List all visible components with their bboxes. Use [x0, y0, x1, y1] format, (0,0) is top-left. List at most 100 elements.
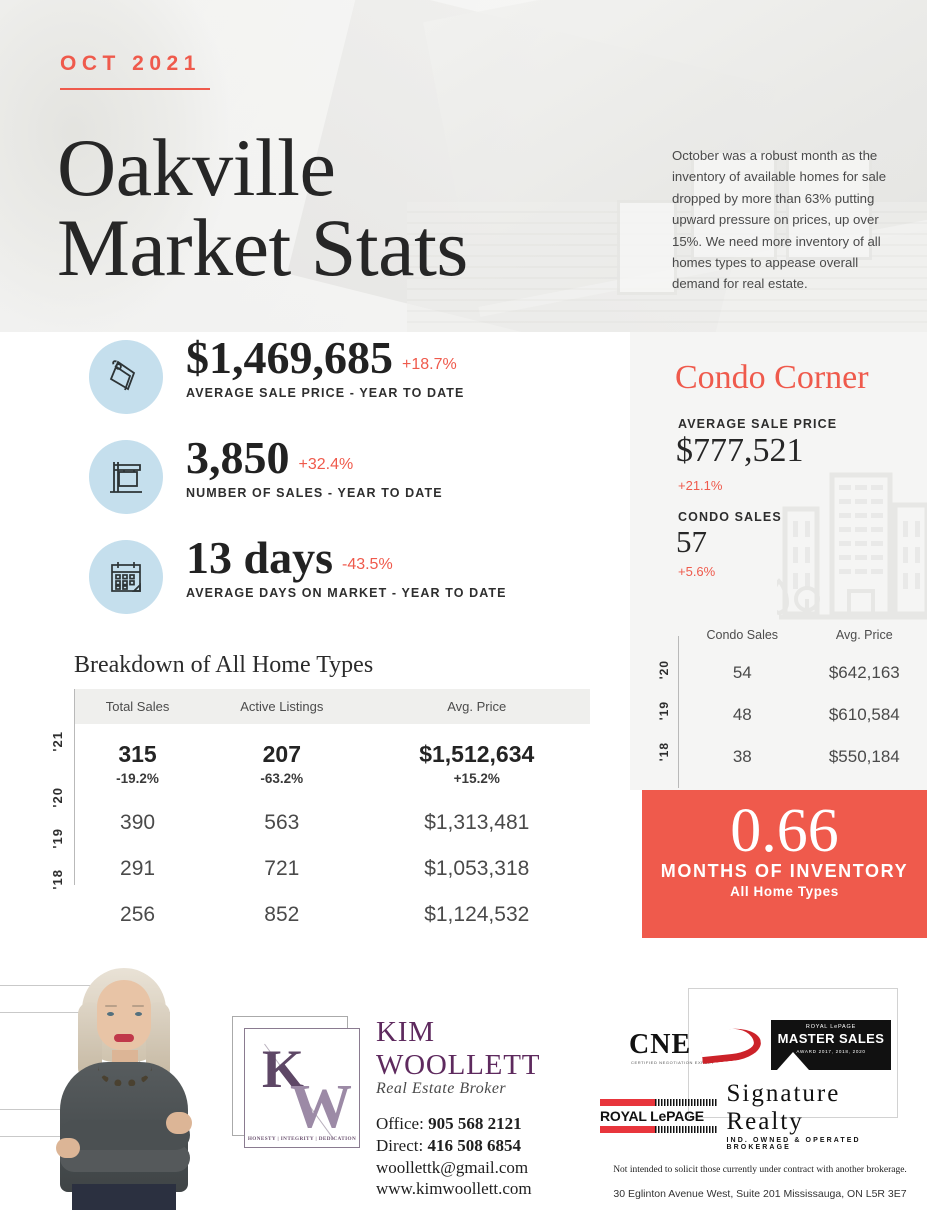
agent-website[interactable]: www.kimwoollett.com: [376, 1179, 532, 1199]
cell-condo-avg-price: $642,163: [828, 663, 900, 682]
for-sale-sign-icon: [89, 440, 163, 514]
cell-condo-avg-price: $610,584: [828, 705, 900, 724]
cell-avg-price: $1,313,481: [424, 811, 530, 834]
cne-logo: CNE CERTIFIED NEGOTIATION EXPERT: [629, 1023, 763, 1067]
condo-corner-panel: Condo Corner AVERAGE SALE PRICE $777,521…: [630, 332, 927, 790]
breakdown-year-label: '20: [50, 787, 65, 808]
breakdown-year-label: '19: [50, 828, 65, 849]
condo-year-label: '20: [657, 660, 671, 680]
cne-swoosh-icon: [699, 1025, 763, 1065]
office-label: Office:: [376, 1114, 424, 1133]
decorative-frame: [688, 988, 898, 1118]
table-row: 390 563 $1,313,481: [75, 800, 590, 846]
cell-total-sales: 291: [120, 857, 156, 880]
stat-row-average-sale-price: $1,469,685 +18.7% AVERAGE SALE PRICE - YE…: [0, 332, 630, 432]
hero-divider-rule: [60, 88, 210, 90]
cell-value: $1,512,634: [419, 741, 535, 767]
hero-date: OCT 2021: [60, 52, 201, 75]
tree-graphic: [0, 0, 230, 332]
stat-label: AVERAGE DAYS ON MARKET - YEAR TO DATE: [186, 585, 507, 600]
stat-content: 13 days -43.5% AVERAGE DAYS ON MARKET - Y…: [186, 532, 507, 600]
cell-active-listings: 852: [264, 903, 300, 926]
cell-condo-sales: 48: [732, 705, 752, 724]
direct-phone[interactable]: 416 508 6854: [427, 1135, 521, 1155]
condo-sales-value: 57: [676, 524, 707, 559]
hero-background-photo: [0, 0, 927, 332]
page-title: Oakville Market Stats: [57, 127, 468, 290]
cell-delta: -19.2%: [116, 771, 159, 786]
condo-corner-title: Condo Corner: [675, 359, 869, 396]
stat-content: 3,850 +32.4% NUMBER OF SALES - YEAR TO DA…: [186, 432, 443, 500]
house-window: [786, 150, 872, 260]
royal-lepage-bar-top: [600, 1098, 717, 1106]
stat-row-days-on-market: 13 days -43.5% AVERAGE DAYS ON MARKET - Y…: [0, 532, 630, 632]
brokerage-logos-block: CNE CERTIFIED NEGOTIATION EXPERT ROYAL L…: [600, 1020, 920, 1200]
condo-axis-line: [678, 636, 679, 788]
cell-total-sales: 390: [120, 811, 156, 834]
agent-name: KIM WOOLLETT: [376, 1016, 541, 1081]
brokerage-address: 30 Eglinton Avenue West, Suite 201 Missi…: [613, 1188, 907, 1200]
mountain-icon: [777, 1052, 809, 1070]
cell-active-listings: 207 -63.2%: [200, 724, 363, 800]
agent-eyebrow: [105, 1005, 117, 1007]
table-header-row: Condo Sales Avg. Price: [681, 628, 925, 652]
table-row: 315 -19.2% 207 -63.2% $1,512,634 +15.2%: [75, 724, 590, 800]
table-row: 54 $642,163: [681, 652, 925, 694]
brokerage-row: ROYAL LePAGE Signature Realty IND. OWNED…: [600, 1080, 920, 1151]
condo-year-label: '19: [657, 701, 671, 721]
logo-letter-k: K: [262, 1039, 305, 1099]
column-header-active-listings: Active Listings: [200, 689, 364, 724]
logo-tagline: HONESTY | INTEGRITY | DEDICATION: [247, 1136, 357, 1142]
agent-hand: [56, 1138, 80, 1158]
signature-realty-name: Signature Realty: [726, 1080, 841, 1135]
royal-lepage-logo: ROYAL LePAGE: [600, 1098, 717, 1133]
condo-avg-price-label: AVERAGE SALE PRICE: [678, 417, 838, 431]
cell-avg-price: $1,512,634 +15.2%: [364, 724, 590, 800]
inventory-value: 0.66: [730, 797, 839, 865]
cell-condo-avg-price: $550,184: [828, 747, 900, 766]
agent-lips: [114, 1034, 134, 1042]
breakdown-year-label: '18: [50, 869, 65, 890]
cne-text: CNE: [629, 1029, 692, 1060]
breakdown-axis-line: [74, 689, 75, 885]
inventory-sublabel: All Home Types: [730, 883, 839, 899]
stat-delta: +32.4%: [298, 456, 354, 473]
cell-total-sales: 256: [120, 903, 156, 926]
kim-woollett-logo: K W HONESTY | INTEGRITY | DEDICATION: [232, 1016, 366, 1154]
agent-direct-line: Direct: 416 508 6854: [376, 1135, 606, 1157]
breakdown-year-label: '21: [50, 731, 65, 752]
office-phone[interactable]: 905 568 2121: [428, 1114, 522, 1133]
hero-summary-paragraph: October was a robust month as the invent…: [672, 148, 887, 292]
condo-buildings-icon: [777, 472, 927, 620]
awards-row: CNE CERTIFIED NEGOTIATION EXPERT ROYAL L…: [600, 1020, 920, 1070]
signature-realty-subtitle: IND. OWNED & OPERATED BROKERAGE: [726, 1137, 861, 1151]
stat-delta: -43.5%: [341, 556, 393, 573]
agent-necklace: [98, 1066, 152, 1086]
cell-condo-sales: 54: [732, 663, 752, 682]
direct-label: Direct:: [376, 1135, 424, 1155]
stat-delta: +18.7%: [402, 356, 457, 373]
cell-active-listings: 721: [264, 857, 300, 880]
condo-avg-price-value: $777,521: [676, 432, 804, 469]
stat-value: $1,469,685: [186, 332, 393, 383]
page-title-line1: Oakville: [57, 122, 336, 213]
royal-lepage-bar-bottom: [600, 1125, 717, 1133]
cell-delta: +15.2%: [453, 771, 500, 786]
breakdown-section: Breakdown of All Home Types '21 '20 '19 …: [0, 652, 630, 956]
cell-value: 207: [262, 741, 301, 767]
cell-total-sales: 315 -19.2%: [75, 724, 200, 800]
agent-email[interactable]: woollettk@gmail.com: [376, 1157, 529, 1177]
legal-disclaimer: Not intended to solicit those currently …: [613, 1165, 907, 1175]
column-header-condo-sales: Condo Sales: [706, 628, 779, 642]
cell-condo-sales: 38: [732, 747, 752, 766]
column-header-avg-price: Avg. Price: [363, 689, 590, 724]
column-header-condo-avg-price: Avg. Price: [835, 628, 893, 642]
cell-value: 315: [118, 741, 157, 767]
table-row: 38 $550,184: [681, 736, 925, 778]
house-window: [691, 150, 777, 260]
calendar-icon: [89, 540, 163, 614]
house-window: [617, 200, 677, 295]
stat-value: 13 days: [186, 532, 333, 583]
stat-content: $1,469,685 +18.7% AVERAGE SALE PRICE - YE…: [186, 332, 464, 400]
